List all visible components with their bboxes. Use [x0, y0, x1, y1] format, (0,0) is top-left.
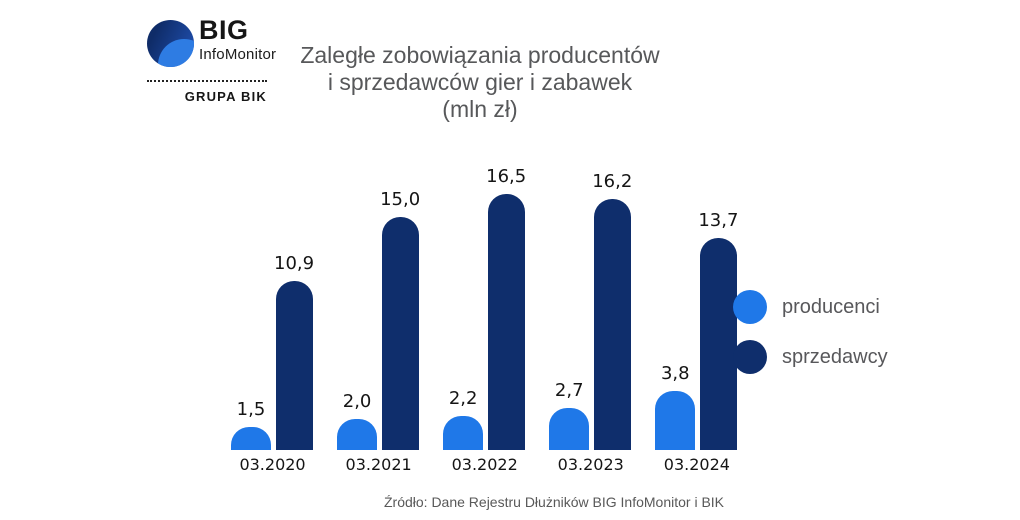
bar-with-label: 10,9 [274, 253, 314, 450]
bar-pair: 1,5 10,9 [231, 253, 314, 450]
bar-group: 2,0 15,0 03.2021 [337, 189, 420, 474]
bar-pair: 2,7 16,2 [549, 171, 632, 450]
logo-group-label: GRUPA BIK [184, 89, 267, 104]
value-label: 3,8 [660, 363, 690, 384]
value-label: 16,5 [486, 166, 527, 187]
legend-item: producenci [733, 290, 888, 324]
bar-sprzedawcy [487, 194, 525, 450]
legend-item: sprzedawcy [733, 340, 888, 374]
logo-crescent-shape [158, 39, 194, 67]
source-note: Źródło: Dane Rejestru Dłużników BIG Info… [383, 494, 725, 510]
x-axis-label: 03.2021 [345, 455, 412, 474]
big-infomonitor-logo: BIG InfoMonitor GRUPA BIK [147, 16, 276, 104]
x-axis-label: 03.2020 [239, 455, 306, 474]
bar-group: 1,5 10,9 03.2020 [231, 253, 314, 474]
logo-row: BIG InfoMonitor [147, 16, 276, 67]
bar-producenci [337, 419, 378, 450]
logo-text: BIG InfoMonitor [199, 15, 277, 63]
bar-producenci [443, 416, 484, 450]
bar-group: 3,8 13,7 03.2024 [655, 210, 738, 474]
chart-title: Zaległe zobowiązania producentów i sprze… [255, 42, 705, 123]
value-label: 1,5 [236, 399, 266, 420]
bar-with-label: 13,7 [698, 210, 738, 450]
value-label: 13,7 [698, 210, 739, 231]
bar-with-label: 15,0 [380, 189, 420, 450]
chart-title-line2: i sprzedawców gier i zabawek [327, 69, 633, 95]
legend-label: producenci [782, 295, 880, 318]
logo-name-bottom: InfoMonitor [199, 45, 277, 63]
logo-name-top: BIG [199, 15, 249, 45]
bar-chart: 1,5 10,9 03.2020 2,0 15,0 03.2021 2,2 16,5 03.20… [231, 166, 738, 474]
value-label: 15,0 [380, 189, 421, 210]
bar-with-label: 16,2 [592, 171, 632, 450]
bar-producenci [231, 427, 271, 450]
chart-title-line3: (mln zł) [442, 96, 518, 122]
dotted-divider [147, 80, 267, 82]
bar-with-label: 1,5 [231, 399, 271, 450]
legend: producenci sprzedawcy [733, 290, 888, 390]
bar-producenci [655, 391, 696, 450]
bar-producenci [549, 408, 590, 450]
bar-with-label: 2,0 [337, 391, 378, 450]
bar-group: 2,7 16,2 03.2023 [549, 171, 632, 474]
value-label: 2,7 [554, 380, 584, 401]
value-label: 2,0 [342, 391, 372, 412]
value-label: 10,9 [274, 253, 315, 274]
bar-pair: 2,2 16,5 [443, 166, 526, 450]
bar-sprzedawcy [275, 281, 313, 450]
x-axis-label: 03.2023 [557, 455, 624, 474]
bar-sprzedawcy [699, 238, 737, 450]
big-infomonitor-logo-icon [147, 20, 194, 67]
legend-swatch-circle [733, 290, 767, 324]
bar-sprzedawcy [381, 217, 419, 450]
value-label: 2,2 [448, 388, 478, 409]
bar-pair: 3,8 13,7 [655, 210, 738, 450]
bar-group: 2,2 16,5 03.2022 [443, 166, 526, 474]
value-label: 16,2 [592, 171, 633, 192]
bar-with-label: 16,5 [486, 166, 526, 450]
bar-with-label: 2,7 [549, 380, 590, 450]
bar-sprzedawcy [593, 199, 631, 450]
chart-title-line1: Zaległe zobowiązania producentów [300, 42, 660, 68]
x-axis-label: 03.2022 [451, 455, 518, 474]
bar-with-label: 3,8 [655, 363, 696, 450]
bar-with-label: 2,2 [443, 388, 484, 450]
x-axis-label: 03.2024 [663, 455, 730, 474]
bar-pair: 2,0 15,0 [337, 189, 420, 450]
legend-swatch-circle [733, 340, 767, 374]
legend-label: sprzedawcy [782, 345, 888, 368]
